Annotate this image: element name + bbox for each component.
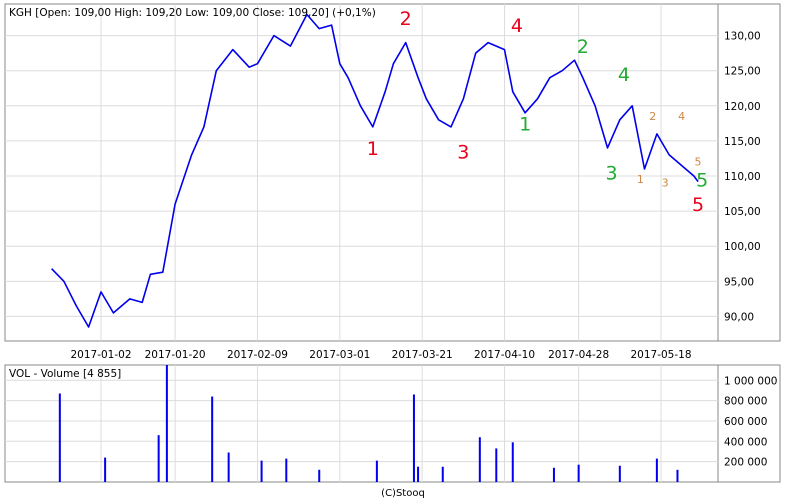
volume-y-tick-label-3: 800 000 [724, 396, 767, 408]
price-y-tick-label-2: 100,00 [724, 241, 761, 253]
volume-bar-14 [495, 448, 498, 482]
price-grid [5, 4, 718, 341]
volume-bar-13 [478, 437, 481, 482]
price-chart-title: KGH [Open: 109,00 High: 109,20 Low: 109,… [9, 7, 376, 19]
volume-bar-0 [58, 393, 61, 482]
volume-chart-title: VOL - Volume [4 855] [9, 368, 121, 380]
price-x-tick-label-7: 2017-05-18 [630, 349, 691, 361]
volume-bar-19 [655, 458, 658, 482]
volume-bar-16 [552, 467, 555, 482]
wave-label-3: 4 [511, 15, 523, 37]
price-y-tick-label-5: 115,00 [724, 136, 761, 148]
wave-label-9: 5 [696, 170, 708, 192]
wave-label-4: 5 [692, 194, 704, 216]
wave-label-10: 1 [637, 173, 644, 186]
volume-bar-3 [165, 365, 168, 482]
price-y-tick-label-0: 90,00 [724, 311, 754, 323]
volume-bar-10 [412, 394, 415, 482]
wave-label-11: 2 [649, 110, 656, 123]
price-panel-frame [4, 3, 781, 342]
wave-label-8: 4 [618, 64, 630, 86]
price-x-tick-label-1: 2017-01-20 [145, 349, 206, 361]
wave-annotations: 1 2 3 4 5 1 2 3 4 5 1 2 3 4 5 [367, 8, 709, 216]
volume-y-axis: 200 000 400 000 600 000 800 000 1 000 000 [724, 375, 777, 468]
price-line [51, 13, 699, 328]
price-y-axis: 90,00 95,00 100,00 105,00 110,00 115,00 120,00… [724, 31, 761, 324]
wave-label-12: 3 [662, 177, 669, 190]
wave-label-6: 2 [577, 36, 589, 58]
wave-label-0: 1 [367, 138, 379, 160]
price-y-tick-label-7: 125,00 [724, 66, 761, 78]
volume-bar-7 [285, 458, 288, 482]
price-y-tick-label-1: 95,00 [724, 276, 754, 288]
volume-grid [5, 365, 718, 482]
volume-series [58, 365, 679, 482]
volume-bar-20 [676, 469, 679, 482]
volume-bar-11 [417, 466, 420, 482]
volume-bar-15 [511, 442, 514, 482]
volume-bar-9 [375, 460, 378, 482]
volume-y-tick-label-0: 200 000 [724, 457, 767, 469]
volume-y-tick-label-1: 400 000 [724, 436, 767, 448]
volume-panel-frame [4, 364, 781, 483]
price-x-tick-label-3: 2017-03-01 [309, 349, 370, 361]
wave-label-7: 3 [606, 163, 618, 185]
wave-label-2: 3 [457, 141, 469, 163]
volume-bar-4 [211, 396, 214, 482]
volume-bar-6 [260, 460, 263, 482]
price-y-tick-label-6: 120,00 [724, 101, 761, 113]
price-x-tick-label-4: 2017-03-21 [392, 349, 453, 361]
volume-bar-8 [318, 469, 321, 482]
volume-y-tick-label-4: 1 000 000 [724, 375, 777, 387]
volume-y-tick-label-2: 600 000 [724, 416, 767, 428]
price-x-tick-label-6: 2017-04-28 [548, 349, 609, 361]
price-series [51, 13, 699, 328]
volume-bar-12 [441, 466, 444, 482]
wave-label-14: 5 [695, 155, 702, 168]
volume-bar-2 [157, 435, 160, 482]
price-y-tick-label-8: 130,00 [724, 31, 761, 43]
wave-label-5: 1 [519, 113, 531, 135]
price-x-tick-label-5: 2017-04-10 [474, 349, 535, 361]
volume-bar-18 [618, 465, 621, 482]
price-y-tick-label-3: 105,00 [724, 206, 761, 218]
volume-bar-17 [577, 464, 580, 482]
price-x-tick-label-2: 2017-02-09 [227, 349, 288, 361]
volume-bar-5 [227, 452, 230, 482]
footer-copyright: (C)Stooq [381, 488, 425, 499]
price-y-tick-label-4: 110,00 [724, 171, 761, 183]
wave-label-1: 2 [400, 8, 412, 30]
wave-label-13: 4 [678, 110, 685, 123]
volume-bar-1 [104, 457, 107, 482]
price-x-tick-label-0: 2017-01-02 [70, 349, 131, 361]
price-x-axis: 2017-01-02 2017-01-20 2017-02-09 2017-03-01… [70, 349, 691, 361]
